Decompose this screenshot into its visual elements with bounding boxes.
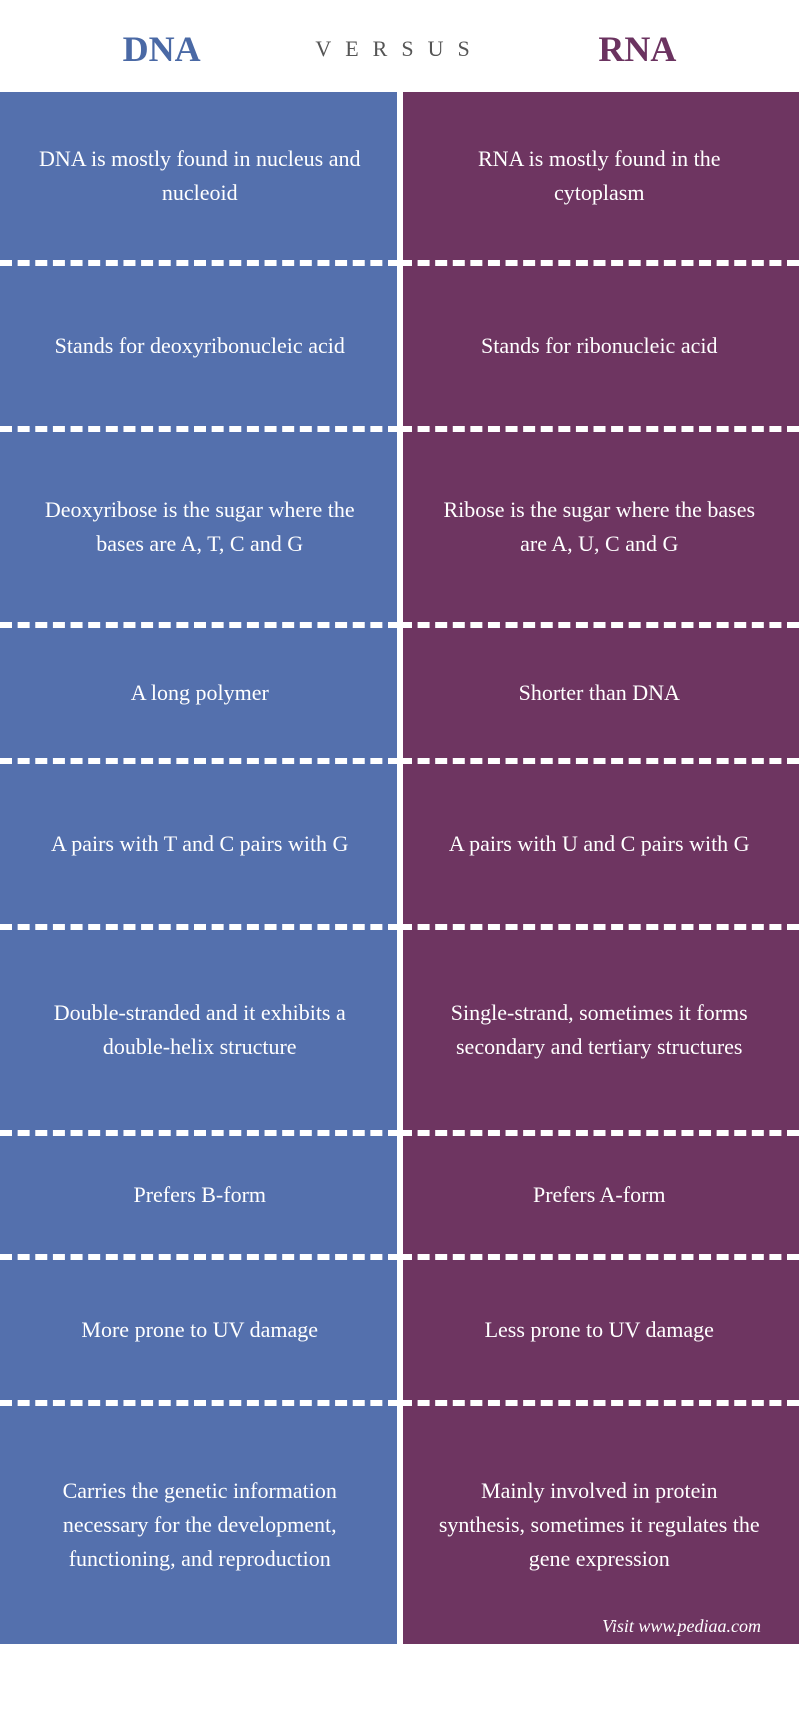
cell-right: Less prone to UV damage bbox=[400, 1260, 799, 1400]
center-divider bbox=[397, 92, 403, 1644]
cell-right: Stands for ribonucleic acid bbox=[400, 266, 799, 426]
cell-left: A pairs with T and C pairs with G bbox=[0, 764, 400, 924]
title-right: RNA bbox=[496, 28, 779, 70]
title-versus: VERSUS bbox=[303, 36, 495, 62]
header: DNA VERSUS RNA bbox=[0, 0, 799, 92]
column-left: DNA is mostly found in nucleus and nucle… bbox=[0, 92, 400, 1644]
cell-left: A long polymer bbox=[0, 628, 400, 758]
column-right: RNA is mostly found in the cytoplasmStan… bbox=[400, 92, 799, 1644]
columns-wrapper: DNA is mostly found in nucleus and nucle… bbox=[0, 92, 799, 1644]
cell-left: Double-stranded and it exhibits a double… bbox=[0, 930, 400, 1130]
cell-right: Single-strand, sometimes it forms second… bbox=[400, 930, 799, 1130]
cell-right: Prefers A-form bbox=[400, 1136, 799, 1254]
cell-right: Shorter than DNA bbox=[400, 628, 799, 758]
title-left: DNA bbox=[20, 28, 303, 70]
comparison-infographic: DNA VERSUS RNA DNA is mostly found in nu… bbox=[0, 0, 799, 1645]
cell-right: RNA is mostly found in the cytoplasm bbox=[400, 92, 799, 260]
cell-right: Ribose is the sugar where the bases are … bbox=[400, 432, 799, 622]
cell-left: Stands for deoxyribonucleic acid bbox=[0, 266, 400, 426]
footer-credit: Visit www.pediaa.com bbox=[0, 1608, 799, 1645]
cell-left: More prone to UV damage bbox=[0, 1260, 400, 1400]
cell-left: Prefers B-form bbox=[0, 1136, 400, 1254]
cell-left: Deoxyribose is the sugar where the bases… bbox=[0, 432, 400, 622]
cell-right: A pairs with U and C pairs with G bbox=[400, 764, 799, 924]
cell-left: DNA is mostly found in nucleus and nucle… bbox=[0, 92, 400, 260]
